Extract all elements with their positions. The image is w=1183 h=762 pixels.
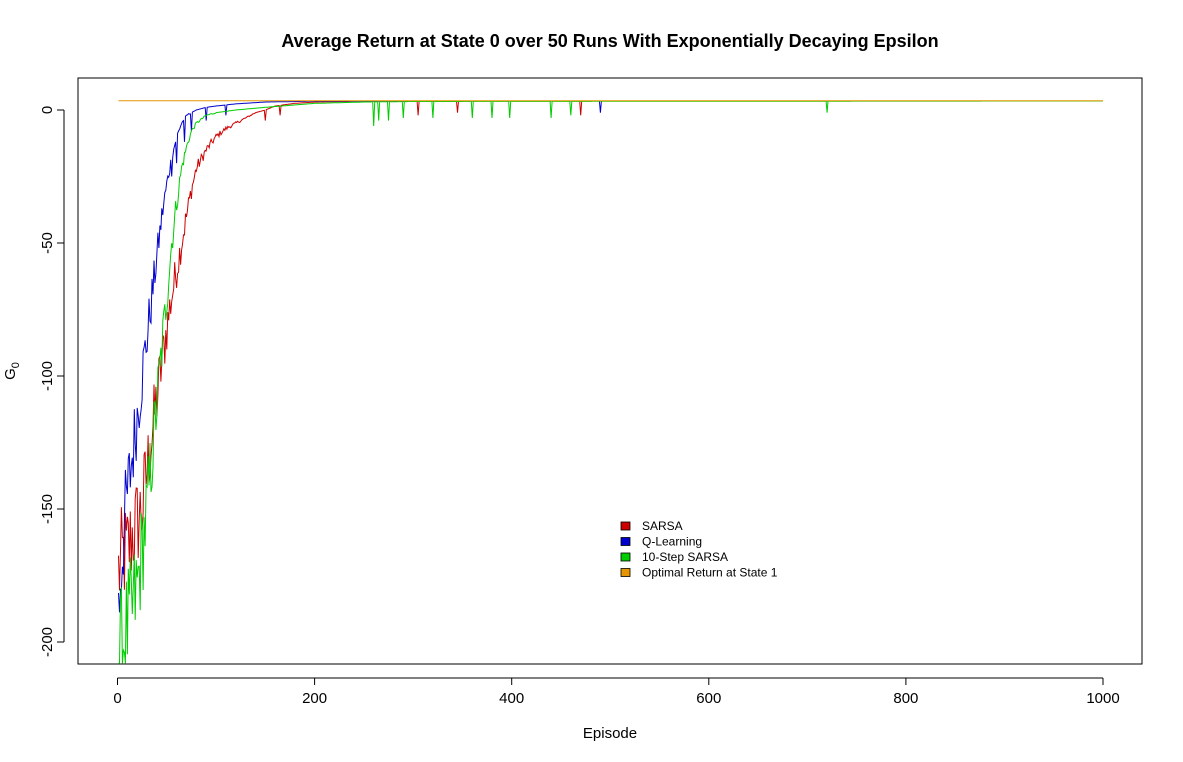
x-tick-label: 800	[893, 690, 918, 707]
series-line-q-learning	[118, 100, 1103, 613]
y-tick-label: -100	[39, 361, 56, 391]
legend-swatch	[620, 552, 631, 562]
x-tick-label: 400	[499, 690, 524, 707]
legend-swatch	[620, 521, 631, 531]
x-tick-label: 200	[302, 690, 327, 707]
x-axis: 0 200 400 600 800 1000	[113, 677, 1120, 707]
x-tick-label: 1000	[1086, 690, 1119, 707]
series-line-sarsa	[118, 100, 1103, 591]
legend-swatch	[620, 537, 631, 546]
legend-label: SARSA	[642, 519, 683, 533]
y-axis-label-sub: 0	[10, 362, 22, 368]
x-tick-label: 600	[696, 690, 721, 707]
legend-swatch	[620, 568, 631, 577]
legend-label: Q-Learning	[642, 535, 702, 549]
y-axis-label: G0	[2, 362, 22, 380]
y-tick-label: -150	[39, 494, 56, 524]
series-layer	[118, 100, 1103, 664]
legend-label: Optimal Return at State 1	[642, 566, 778, 580]
y-tick-label: 0	[39, 106, 56, 114]
y-axis: 0 -50 -100 -150 -200	[39, 106, 65, 657]
x-tick-label: 0	[113, 690, 121, 707]
y-tick-label: -200	[39, 627, 56, 657]
chart-title: Average Return at State 0 over 50 Runs W…	[281, 31, 938, 51]
x-axis-label: Episode	[583, 725, 637, 742]
y-tick-label: -50	[39, 232, 56, 254]
legend-label: 10-Step SARSA	[642, 550, 728, 564]
series-line-10-step-sarsa	[118, 100, 1103, 664]
y-axis-label-main: G	[2, 368, 19, 380]
plot-frame	[77, 77, 1143, 665]
